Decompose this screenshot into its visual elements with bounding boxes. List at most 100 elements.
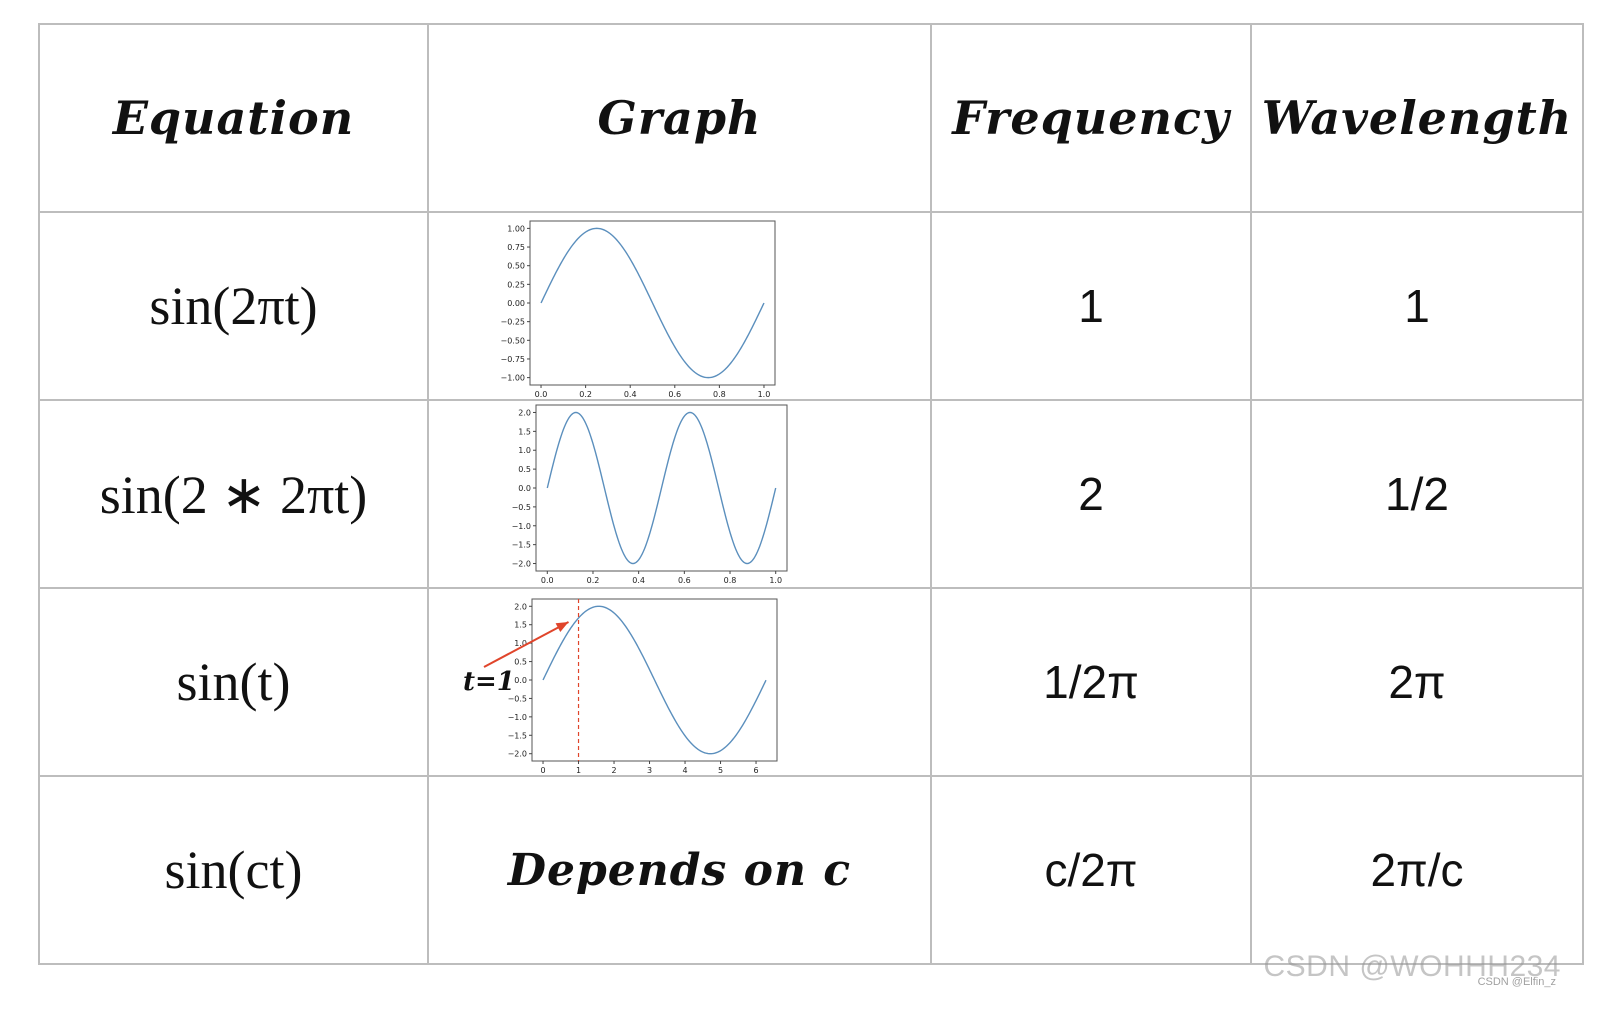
y-tick-label: 0.0	[514, 676, 527, 685]
x-tick-label: 0.0	[535, 390, 548, 399]
x-tick-label: 0.8	[724, 576, 737, 585]
annotation-arrow	[483, 621, 569, 668]
annotation-arrowhead	[555, 621, 569, 633]
equation: sin(t)	[176, 652, 291, 712]
frequency-cell: 1/2π	[930, 587, 1252, 777]
header-equation: Equation	[112, 91, 355, 145]
plot-container: 2.0 1.5 1.0 0.5 0.0 −0.5 −1.0 −1.5 −2.0 0 1 2 3 4 5 6	[429, 589, 932, 775]
graph-cell: 2.0 1.5 1.0 0.5 0.0 −0.5 −1.0 −1.5 −2.0 0 1 2 3 4 5 6	[427, 587, 932, 777]
table-row: sin(2 ∗ 2πt) 2.0 1.5 1.0 0.5 0.0 −0.5 −1.0 −1.5…	[38, 399, 1584, 589]
equation-cell: sin(ct)	[38, 775, 429, 965]
sine-curve	[542, 605, 767, 755]
sine-plot: 1.00 0.75 0.50 0.25 0.00 −0.25 −0.50 −0.75 −1.00…	[500, 220, 776, 399]
y-tick-label: −0.5	[512, 503, 531, 512]
y-tick-label: 1.5	[514, 621, 527, 630]
sine-plot: 2.0 1.5 1.0 0.5 0.0 −0.5 −1.0 −1.5 −2.0 0.0 0.2 0.4…	[512, 404, 788, 585]
x-tick-label: 1.0	[769, 576, 782, 585]
x-tick-label: 0.2	[587, 576, 600, 585]
equation-cell: sin(2 ∗ 2πt)	[38, 399, 429, 589]
wavelength-cell: 1/2	[1250, 399, 1584, 589]
equation: sin(ct)	[164, 840, 303, 900]
wavelength-value: 1	[1404, 280, 1430, 332]
wavelength-cell: 1	[1250, 211, 1584, 401]
y-tick-label: 0.50	[507, 262, 525, 271]
y-tick-label: 0.75	[507, 243, 525, 252]
y-tick-label: 0.25	[507, 280, 525, 289]
y-tick-label: 0.5	[514, 658, 527, 667]
y-tick-label: 1.0	[514, 639, 527, 648]
header-wavelength: Wavelength	[1261, 91, 1573, 145]
x-tick-label: 5	[718, 766, 723, 775]
x-tick-label: 1.0	[758, 390, 771, 399]
header-row: Equation Graph Frequency Wavelength	[38, 23, 1584, 213]
wavelength-cell: 2π/c	[1250, 775, 1584, 965]
equation: sin(2πt)	[149, 276, 318, 336]
graph-cell: Depends on c	[427, 775, 932, 965]
header-frequency-cell: Frequency	[930, 23, 1252, 213]
frequency-cell: 2	[930, 399, 1252, 589]
wavelength-value: 2π/c	[1370, 844, 1464, 896]
y-tick-label: −1.0	[512, 522, 531, 531]
x-tick-label: 6	[753, 766, 758, 775]
t-equals-1-annotation: t=1	[463, 667, 515, 697]
y-tick-label: 1.0	[518, 446, 531, 455]
y-tick-label: −1.0	[508, 713, 527, 722]
y-tick-label: 0.00	[507, 299, 525, 308]
wavelength-value: 2π	[1388, 656, 1446, 708]
y-tick-label: −2.0	[508, 750, 527, 759]
header-equation-cell: Equation	[38, 23, 429, 213]
frequency-value: 1/2π	[1043, 656, 1139, 708]
wave-table: Equation Graph Frequency Wavelength sin(…	[38, 23, 1584, 965]
sine-plot: 2.0 1.5 1.0 0.5 0.0 −0.5 −1.0 −1.5 −2.0 0 1 2 3 4 5 6	[483, 598, 778, 775]
sine-curve	[540, 227, 765, 379]
equation: sin(2 ∗ 2πt)	[99, 464, 368, 525]
y-tick-label: 0.5	[518, 465, 531, 474]
table-row: sin(ct) Depends on c c/2π 2π/c	[38, 775, 1584, 965]
table-row: sin(t) 2.0 1.5 1.0 0.5 0.0 −0.5 −1.0 −1.5 −2.0 0 1…	[38, 587, 1584, 777]
header-frequency: Frequency	[952, 91, 1230, 145]
frequency-value: 1	[1078, 280, 1104, 332]
x-tick-label: 1	[576, 766, 581, 775]
x-tick-label: 0.8	[713, 390, 726, 399]
graph-cell: 1.00 0.75 0.50 0.25 0.00 −0.25 −0.50 −0.75 −1.00…	[427, 211, 932, 401]
x-tick-label: 0.6	[678, 576, 691, 585]
graph-text: Depends on c	[507, 844, 852, 896]
x-tick-label: 0.4	[624, 390, 637, 399]
frequency-value: c/2π	[1044, 844, 1138, 896]
frequency-cell: 1	[930, 211, 1252, 401]
y-tick-label: −1.00	[500, 374, 525, 383]
plot-container: 1.00 0.75 0.50 0.25 0.00 −0.25 −0.50 −0.75 −1.00…	[429, 213, 932, 399]
y-tick-label: −1.5	[508, 731, 527, 740]
sine-curve	[546, 411, 777, 565]
x-tick-label: 2	[611, 766, 616, 775]
equation-cell: sin(2πt)	[38, 211, 429, 401]
x-tick-label: 0.0	[541, 576, 554, 585]
table-row: sin(2πt) 1.00 0.75 0.50 0.25 0.00 −0.25 −0.50 −…	[38, 211, 1584, 401]
x-tick-label: 0.4	[632, 576, 645, 585]
y-tick-label: 0.0	[518, 484, 531, 493]
y-tick-label: 2.0	[514, 602, 527, 611]
x-tick-label: 3	[647, 766, 652, 775]
y-tick-label: 2.0	[518, 408, 531, 417]
plot-container: 2.0 1.5 1.0 0.5 0.0 −0.5 −1.0 −1.5 −2.0 0.0 0.2 0.4…	[429, 401, 932, 587]
y-tick-label: 1.00	[507, 224, 525, 233]
y-tick-label: −0.75	[500, 355, 525, 364]
x-tick-label: 0	[540, 766, 545, 775]
x-tick-label: 0.2	[579, 390, 592, 399]
wavelength-cell: 2π	[1250, 587, 1584, 777]
frequency-cell: c/2π	[930, 775, 1252, 965]
y-tick-label: −1.5	[512, 541, 531, 550]
y-tick-label: −0.50	[500, 336, 525, 345]
y-tick-label: 1.5	[518, 427, 531, 436]
header-graph: Graph	[597, 91, 762, 145]
wavelength-value: 1/2	[1385, 468, 1449, 520]
watermark-small: CSDN @Elfin_z	[1477, 976, 1556, 988]
y-tick-label: −0.25	[500, 318, 525, 327]
y-tick-label: −0.5	[508, 694, 527, 703]
watermark: CSDN @WOHHH234	[1263, 950, 1561, 983]
y-tick-label: −2.0	[512, 560, 531, 569]
graph-cell: 2.0 1.5 1.0 0.5 0.0 −0.5 −1.0 −1.5 −2.0 0.0 0.2 0.4…	[427, 399, 932, 589]
header-wavelength-cell: Wavelength	[1250, 23, 1584, 213]
x-tick-label: 4	[682, 766, 687, 775]
frequency-value: 2	[1078, 468, 1104, 520]
